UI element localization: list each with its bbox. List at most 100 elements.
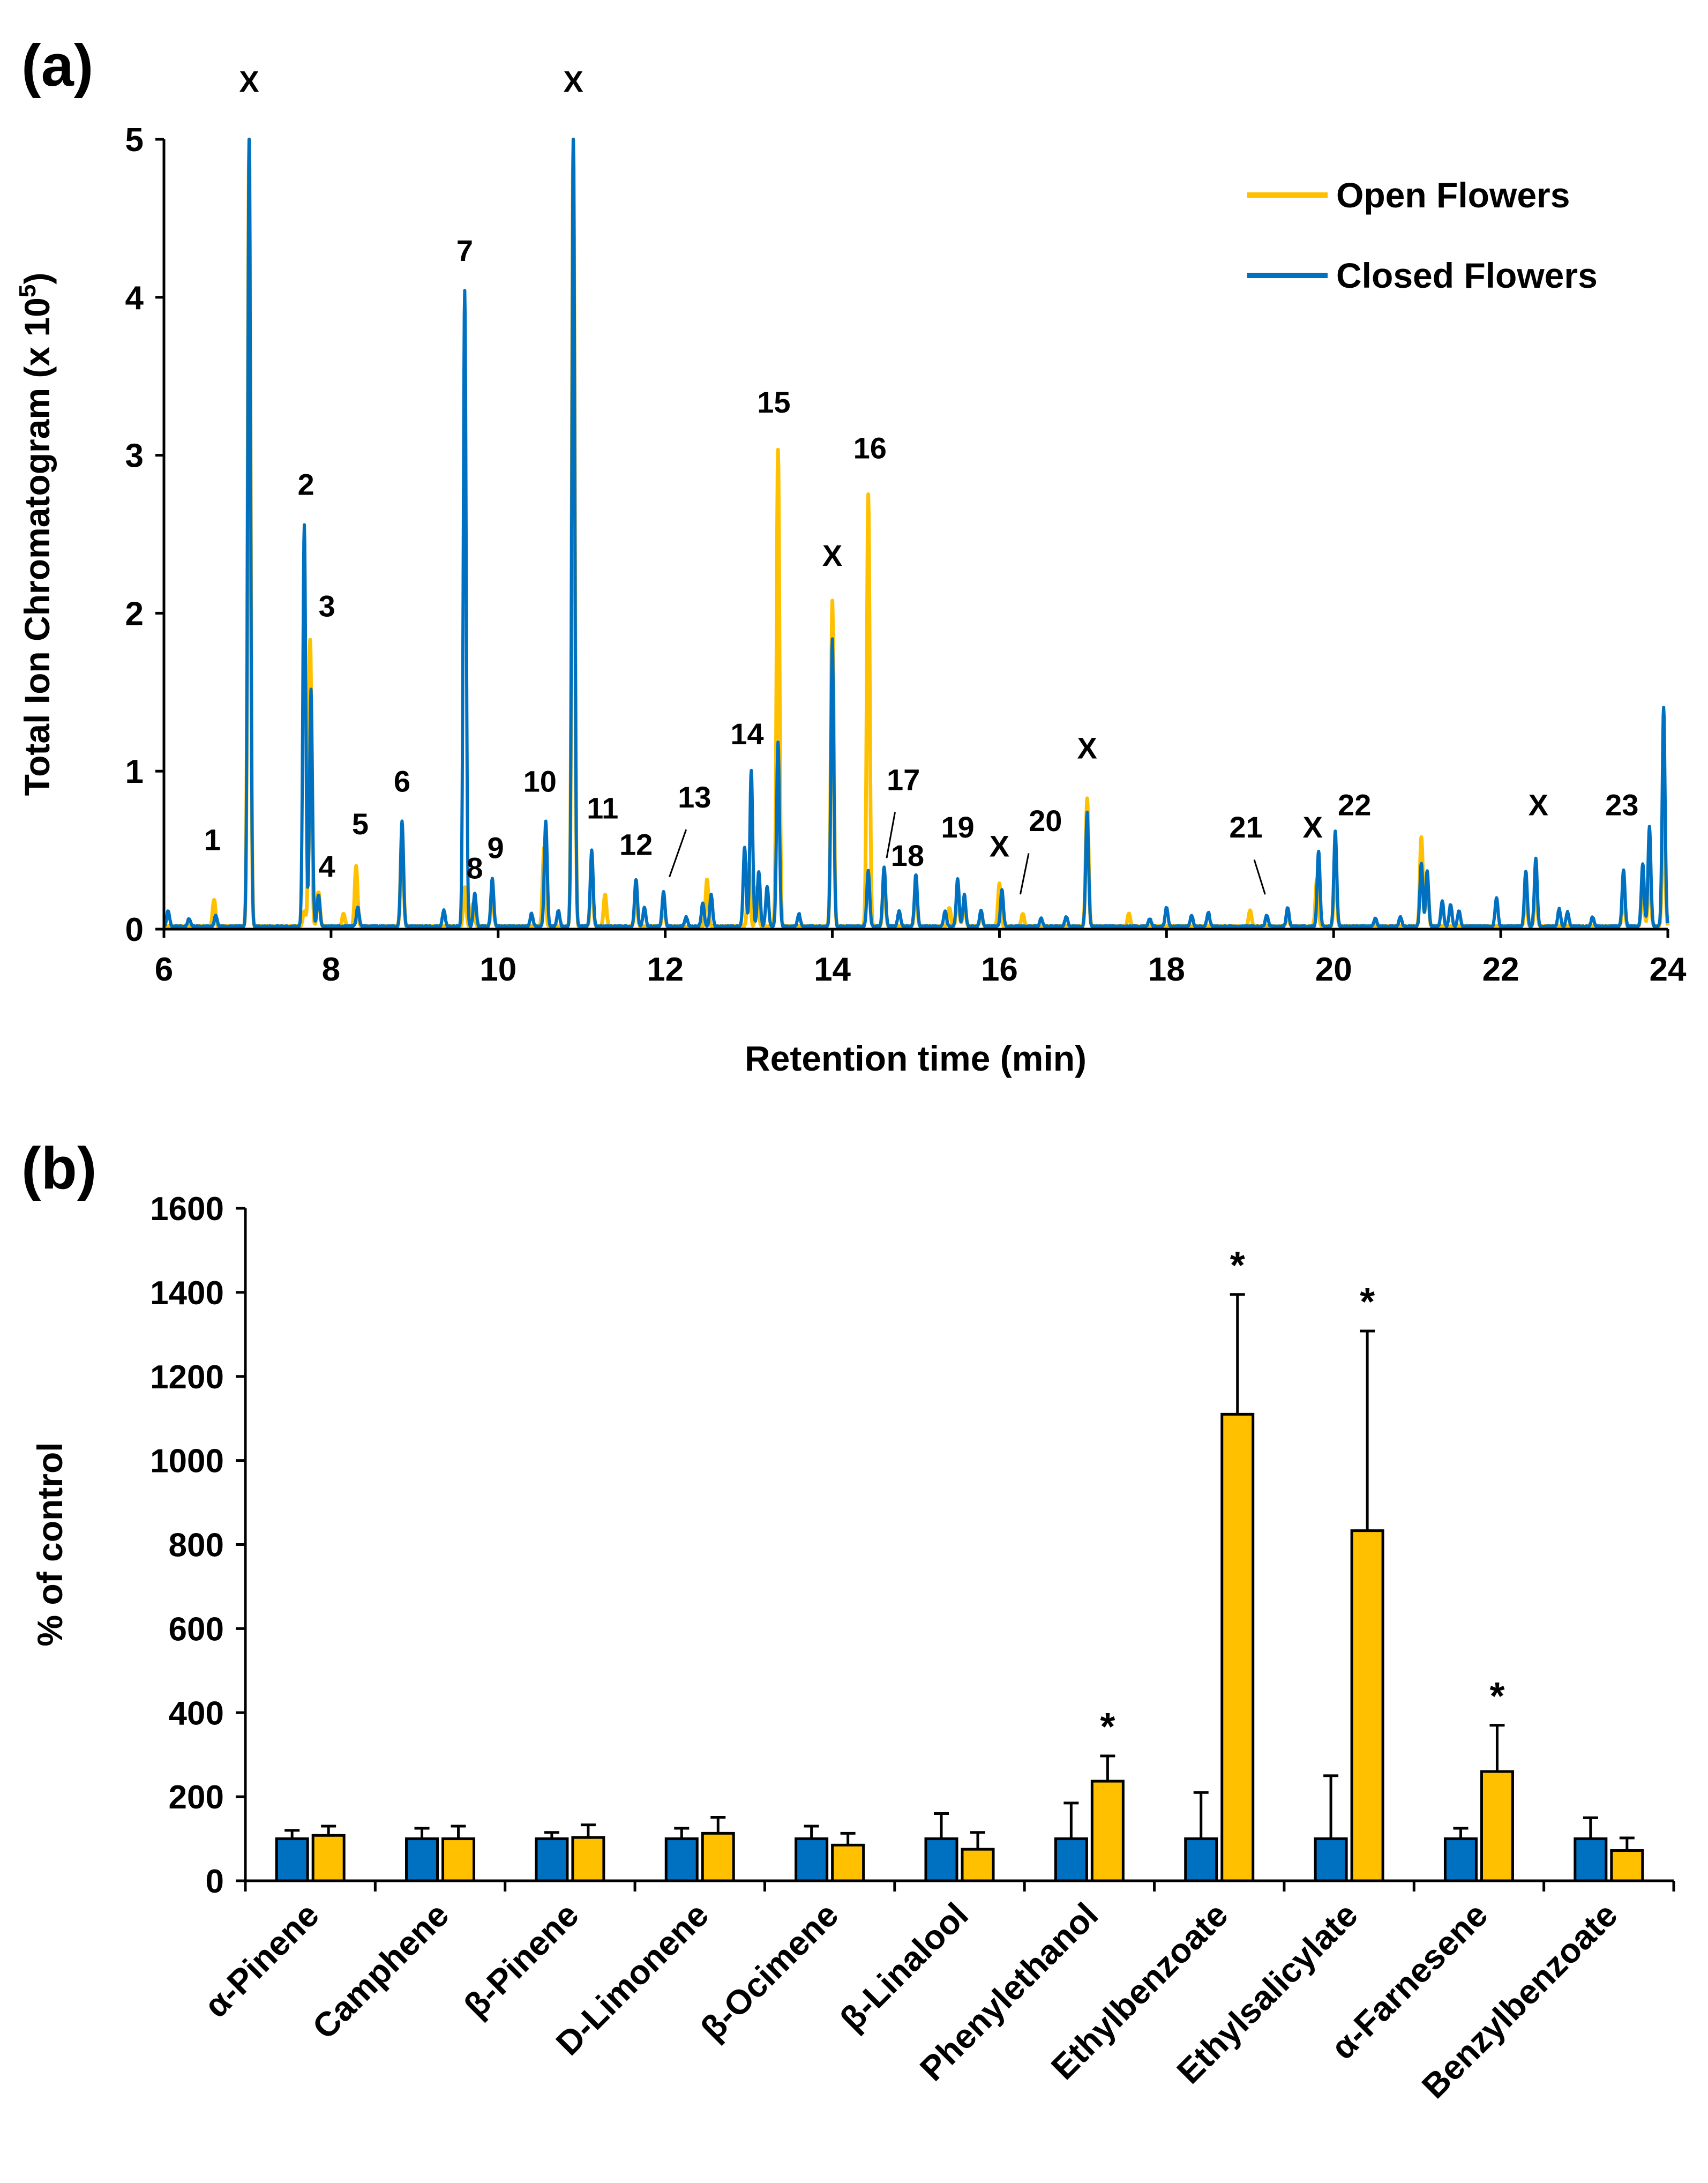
x-tick-label: 18 <box>1148 951 1185 988</box>
category-label: β-Ocimene <box>693 1895 846 2048</box>
bar-closed <box>664 1837 699 1882</box>
peak-label: 22 <box>1338 788 1371 822</box>
bar-open <box>961 1848 995 1882</box>
y-axis-title-main: Total Ion Chromatogram (x 10 <box>17 297 57 796</box>
y-axis-title: Total Ion Chromatogram (x 105) <box>14 273 57 796</box>
x-tick-label: 20 <box>1315 951 1352 988</box>
peak-label: 16 <box>853 431 887 465</box>
leader-line <box>1019 853 1030 895</box>
bar-open <box>311 1834 346 1882</box>
panel-b-axes <box>244 1208 1674 1882</box>
bar-open <box>441 1837 476 1882</box>
peak-label: 2 <box>298 467 314 501</box>
y-tick-label: 1 <box>125 753 144 790</box>
b-y-tick-label: 400 <box>169 1695 224 1732</box>
b-y-tick-label: 0 <box>206 1863 224 1900</box>
y-tick-label: 5 <box>125 122 144 159</box>
leader-line <box>886 812 896 858</box>
category-label: β-Pinene <box>456 1895 586 2025</box>
peak-label-x: X <box>1077 731 1097 765</box>
peak-label: 20 <box>1029 804 1062 838</box>
peak-label-x: X <box>239 65 259 99</box>
legend-closed-label: Closed Flowers <box>1336 256 1598 295</box>
peak-label: 13 <box>678 780 711 814</box>
peak-label: 15 <box>757 385 790 419</box>
peak-label: 17 <box>887 763 920 797</box>
y-axis-title-end: ) <box>17 273 57 285</box>
peak-label-x: X <box>822 539 842 572</box>
peak-label: 14 <box>730 717 763 751</box>
y-tick-label: 4 <box>125 280 144 317</box>
peak-label: 19 <box>941 810 974 844</box>
peak-label: 3 <box>319 589 335 623</box>
panel-b-bars: * * * * <box>275 1244 1644 1882</box>
peak-label: 4 <box>319 850 335 884</box>
panel-b-y-ticks: 0 200 400 600 800 1000 1200 1400 1600 <box>150 1191 245 1900</box>
peak-leader-lines <box>669 812 1266 895</box>
legend: Open Flowers Closed Flowers <box>1247 175 1598 295</box>
bar-open <box>1090 1780 1125 1882</box>
panel-a-label: (a) <box>21 33 93 99</box>
x-tick-label: 22 <box>1482 951 1519 988</box>
significance-star: * <box>1230 1244 1245 1287</box>
peak-label: 7 <box>456 234 473 267</box>
b-y-tick-label: 600 <box>169 1611 224 1648</box>
x-tick-label: 16 <box>981 951 1018 988</box>
bar-closed <box>535 1837 569 1882</box>
peak-label: 10 <box>523 765 557 798</box>
legend-open-label: Open Flowers <box>1336 175 1570 215</box>
peak-label-x: X <box>1529 788 1548 822</box>
b-y-tick-label: 1200 <box>150 1359 224 1396</box>
peak-label: 5 <box>352 807 369 841</box>
b-y-axis-title: % of control <box>30 1442 70 1646</box>
chromatogram-traces <box>162 137 1670 929</box>
bar-open <box>831 1843 865 1882</box>
y-tick-label: 2 <box>125 595 144 632</box>
bar-open <box>1610 1849 1644 1882</box>
peak-label-x: X <box>1303 810 1323 844</box>
bar-open <box>571 1836 605 1882</box>
bar-closed <box>1574 1837 1608 1882</box>
closed-flowers-trace <box>162 138 1669 929</box>
y-tick-label: 0 <box>125 911 144 948</box>
panel-b-bar-chart: (b) 0 200 400 600 800 1000 1200 1400 1600 * * * * α… <box>21 1135 1675 2106</box>
panel-a-y-ticks: 0 1 2 3 4 5 <box>125 122 164 948</box>
x-tick-label: 10 <box>480 951 516 988</box>
peak-label: 12 <box>619 827 653 861</box>
category-label: α-Pinene <box>197 1895 326 2025</box>
peak-label: 8 <box>467 851 483 885</box>
panel-b-x-ticks <box>244 1881 1675 1892</box>
bar-closed <box>275 1837 309 1882</box>
bar-open <box>701 1831 735 1882</box>
category-label: β-Linalool <box>833 1895 976 2038</box>
bar-closed <box>1054 1837 1088 1882</box>
peak-label: 11 <box>587 791 618 825</box>
b-y-tick-label: 200 <box>169 1779 224 1816</box>
leader-line <box>1253 859 1266 895</box>
peak-label-x: X <box>563 65 583 99</box>
peak-label: 18 <box>891 839 924 872</box>
peak-label: 6 <box>394 765 410 798</box>
bar-open <box>1220 1412 1255 1882</box>
significance-star: * <box>1489 1675 1504 1718</box>
panel-a-x-ticks: 6 8 10 12 14 16 18 20 22 24 <box>155 929 1687 988</box>
b-y-tick-label: 1400 <box>150 1275 224 1312</box>
b-y-tick-label: 800 <box>169 1527 224 1564</box>
peak-label-x: X <box>990 829 1009 863</box>
leader-line <box>669 829 687 878</box>
b-y-tick-label: 1000 <box>150 1443 224 1480</box>
peak-label: 21 <box>1229 810 1262 844</box>
bar-closed <box>1184 1837 1218 1882</box>
x-tick-label: 24 <box>1650 951 1687 988</box>
y-tick-label: 3 <box>125 438 144 475</box>
bar-closed <box>1443 1837 1478 1882</box>
peak-label: 1 <box>204 823 221 857</box>
bar-closed <box>795 1837 829 1882</box>
bar-open <box>1480 1770 1514 1882</box>
panel-a-axes <box>162 139 1668 931</box>
x-tick-label: 14 <box>814 951 851 988</box>
